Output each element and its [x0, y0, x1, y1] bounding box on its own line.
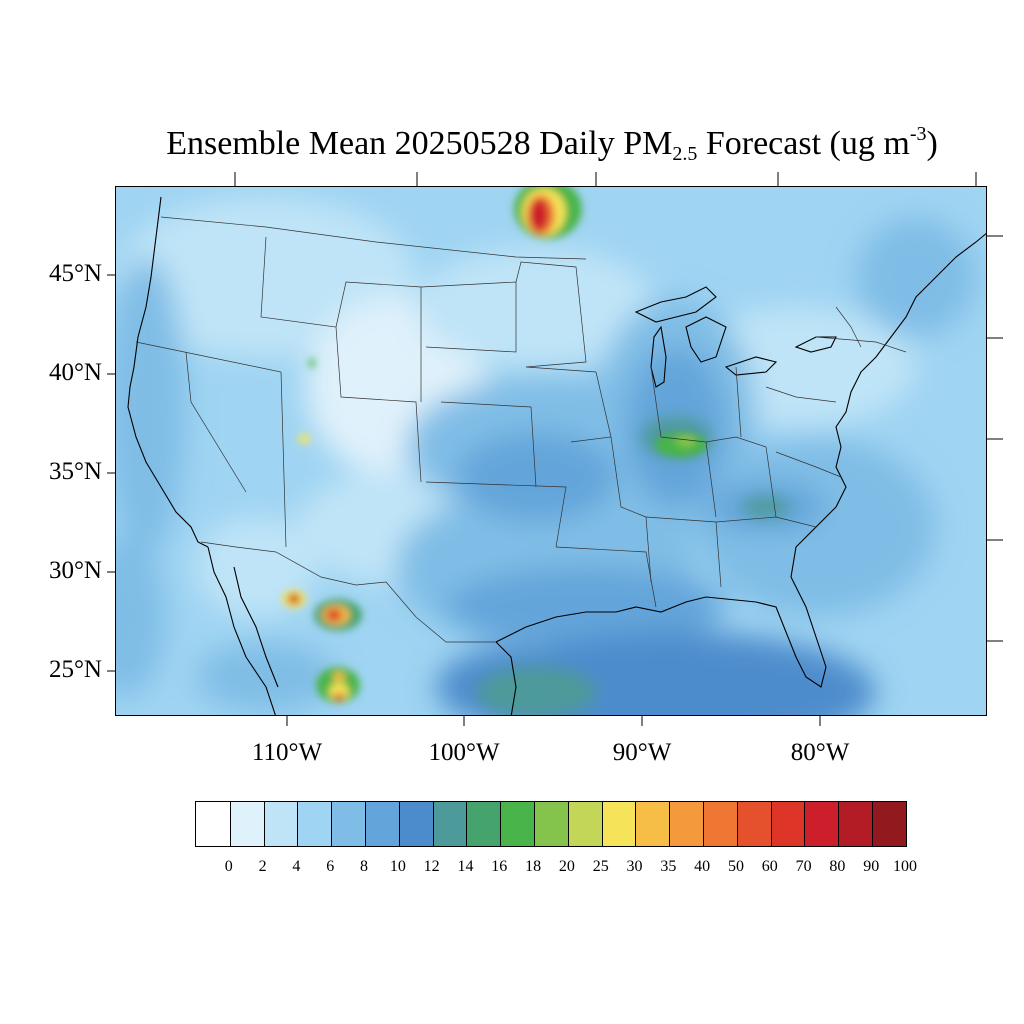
colorbar-level-label: 80 [829, 858, 846, 875]
colorbar-level-label: 10 [389, 858, 406, 875]
colorbar-swatch [736, 802, 771, 846]
colorbar-level-label: 18 [525, 858, 542, 875]
colorbar-swatch [297, 802, 332, 846]
map-canvas [116, 187, 986, 715]
lat-label-35: 35°N [48, 458, 102, 485]
lat-label-25: 25°N [48, 656, 102, 683]
lon-label-90w: 90°W [612, 739, 672, 766]
colorbar-level-label: 2 [258, 858, 267, 875]
colorbar-swatch [364, 802, 399, 846]
colorbar-level-label: 90 [863, 858, 880, 875]
colorbar-level-label: 35 [660, 858, 677, 875]
map-title: Ensemble Mean 20250528 Daily PM2.5 Forec… [0, 112, 1024, 176]
colorbar-level-label: 60 [761, 858, 778, 875]
colorbar-swatch [635, 802, 670, 846]
smoke-plumes [282, 187, 707, 703]
title-superscript: -3 [909, 123, 927, 145]
colorbar-level-label: 16 [491, 858, 508, 875]
coastlines [127, 196, 986, 715]
colorbar-level-label: 8 [360, 858, 369, 875]
colorbar-swatch [331, 802, 365, 846]
concentration-smooth-layer [116, 197, 976, 715]
colorbar-swatch [533, 802, 568, 846]
colorbar-swatch [838, 802, 872, 846]
title-units: Forecast (ug m [697, 125, 910, 162]
colorbar-level-label: 14 [457, 858, 474, 875]
colorbar-swatch [466, 802, 501, 846]
lon-label-100w: 100°W [428, 739, 500, 766]
colorbar-level-label: 25 [592, 858, 609, 875]
lat-label-30: 30°N [48, 557, 102, 584]
colorbar-level-label: 40 [694, 858, 711, 875]
lon-label-80w: 80°W [790, 739, 850, 766]
colorbar-level-label: 0 [224, 858, 233, 875]
colorbar-level-label: 20 [558, 858, 575, 875]
lat-label-45: 45°N [48, 260, 102, 287]
colorbar-swatch [804, 802, 839, 846]
lat-label-40: 40°N [48, 359, 102, 386]
colorbar-swatch [770, 802, 805, 846]
colorbar-swatch [263, 802, 298, 846]
title-close: ) [926, 125, 938, 162]
colorbar-level-label: 6 [326, 858, 335, 875]
colorbar-level-label: 4 [292, 858, 301, 875]
colorbar-level-label: 50 [727, 858, 744, 875]
pm25-map [115, 186, 987, 716]
colorbar-swatch [871, 802, 906, 846]
colorbar-swatch [702, 802, 737, 846]
colorbar-swatch [196, 802, 230, 846]
lon-label-110w: 110°W [251, 739, 323, 766]
colorbar-swatch [432, 802, 467, 846]
state-borders [135, 216, 907, 643]
colorbar-swatch [567, 802, 602, 846]
title-subscript: 2.5 [672, 143, 698, 165]
colorbar [195, 801, 907, 847]
colorbar-level-label: 12 [423, 858, 440, 875]
colorbar-swatch [500, 802, 534, 846]
colorbar-level-label: 30 [626, 858, 643, 875]
colorbar-level-label: 100 [893, 858, 917, 875]
colorbar-swatch [601, 802, 636, 846]
colorbar-swatch [229, 802, 264, 846]
title-text: Ensemble Mean 20250528 Daily PM [166, 125, 673, 162]
colorbar-level-label: 70 [795, 858, 812, 875]
colorbar-swatch [669, 802, 703, 846]
colorbar-swatch [398, 802, 433, 846]
